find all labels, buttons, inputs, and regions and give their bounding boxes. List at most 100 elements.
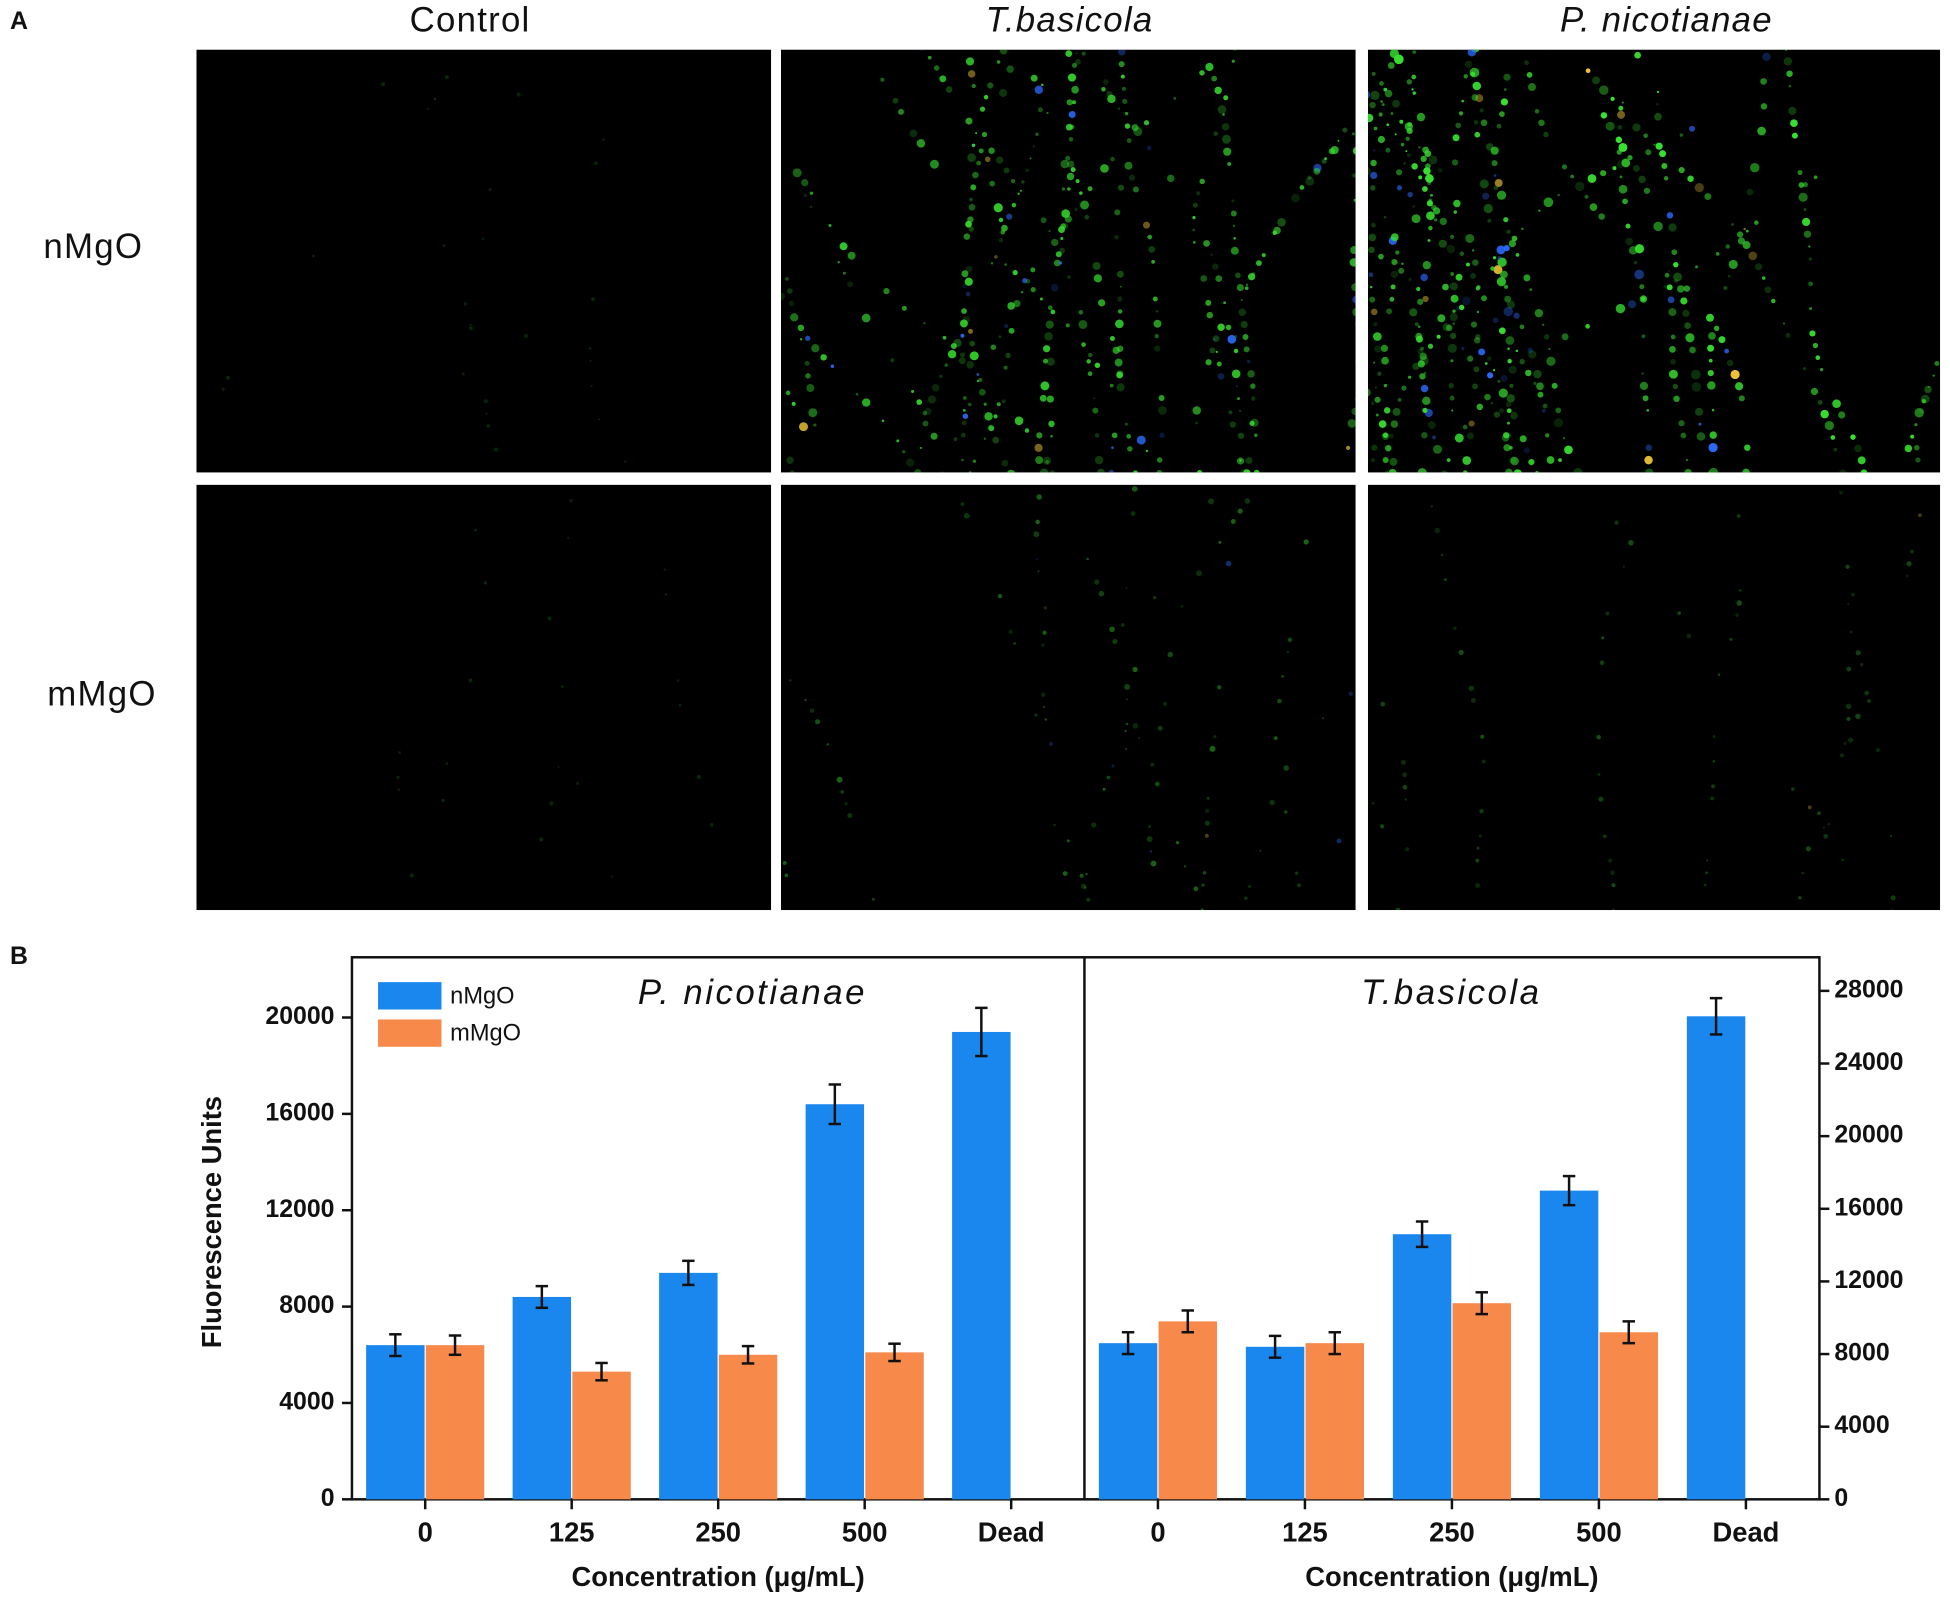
speck <box>1847 602 1850 606</box>
speck <box>565 43 572 50</box>
speck <box>1458 111 1464 116</box>
speck <box>1050 434 1053 438</box>
speck <box>1462 424 1468 430</box>
speck <box>1433 207 1441 215</box>
speck <box>1116 345 1124 352</box>
speck <box>1508 365 1517 374</box>
speck <box>1020 291 1024 294</box>
speck <box>805 335 811 341</box>
speck <box>1673 261 1679 268</box>
speck <box>1013 299 1021 308</box>
speck <box>1592 76 1601 85</box>
speck <box>1378 8 1387 17</box>
speck <box>1046 357 1055 366</box>
speck <box>1146 836 1153 843</box>
speck <box>826 743 829 746</box>
speck <box>1420 384 1429 393</box>
speck <box>444 75 449 80</box>
speck <box>1864 690 1870 696</box>
speck <box>1750 162 1760 173</box>
speck <box>1323 38 1327 42</box>
speck <box>1484 362 1488 365</box>
speck <box>1503 88 1507 91</box>
speck <box>778 153 780 155</box>
speck <box>1095 44 1098 47</box>
speck <box>1067 160 1075 168</box>
speck <box>1035 132 1039 136</box>
speck <box>1838 469 1847 473</box>
speck <box>468 326 473 331</box>
speck <box>1106 90 1113 97</box>
speck <box>775 240 780 245</box>
speck <box>1479 108 1484 113</box>
speck <box>1125 586 1128 589</box>
speck <box>589 360 592 363</box>
speck <box>1253 469 1260 473</box>
speck <box>1605 121 1615 131</box>
speck <box>1354 397 1356 401</box>
speck <box>1455 122 1462 129</box>
speck <box>931 384 940 392</box>
speck <box>1093 274 1102 283</box>
speck <box>1575 181 1585 192</box>
speck <box>1192 241 1196 244</box>
error-bar <box>1328 1331 1341 1356</box>
speck <box>1086 359 1091 364</box>
speck <box>1397 13 1404 20</box>
speck <box>1526 71 1533 78</box>
speck <box>1439 217 1447 226</box>
speck <box>1434 527 1440 534</box>
speck <box>1543 334 1550 340</box>
bar <box>512 1296 572 1500</box>
speck <box>1193 886 1199 892</box>
speck <box>1418 146 1421 149</box>
speck <box>799 422 808 432</box>
speck <box>1030 267 1036 273</box>
speck <box>1363 113 1366 116</box>
speck <box>1709 431 1717 439</box>
speck <box>1411 88 1414 91</box>
bar <box>572 1371 631 1500</box>
speck <box>1644 455 1653 465</box>
speck <box>557 765 560 768</box>
speck <box>1212 338 1216 342</box>
speck <box>1133 127 1143 137</box>
speck <box>524 333 529 339</box>
speck <box>1150 762 1155 767</box>
speck <box>1053 259 1061 267</box>
speck <box>1354 80 1363 89</box>
speck <box>1389 457 1398 466</box>
speck <box>1236 457 1245 465</box>
speck <box>1478 834 1482 838</box>
speck <box>976 379 979 383</box>
speck <box>1001 224 1008 232</box>
speck <box>483 581 488 585</box>
speck <box>978 148 984 154</box>
speck <box>1348 691 1354 696</box>
speck <box>1163 701 1168 706</box>
speck <box>1625 223 1631 229</box>
speck <box>1033 531 1040 538</box>
speck <box>968 328 974 334</box>
bar <box>805 1104 865 1500</box>
speck <box>1478 348 1486 356</box>
speck <box>1441 470 1447 473</box>
speck <box>1277 218 1286 227</box>
speck <box>1849 630 1853 634</box>
speck <box>1934 361 1940 367</box>
speck <box>1213 735 1217 739</box>
speck <box>1217 105 1227 114</box>
speck <box>961 420 967 426</box>
speck <box>1138 736 1141 739</box>
speck <box>409 873 414 878</box>
speck <box>1442 323 1451 332</box>
speck <box>987 82 994 89</box>
speck <box>1382 457 1389 463</box>
speck <box>911 389 915 393</box>
speck <box>890 358 895 363</box>
fluorescence <box>1323 8 1940 473</box>
speck <box>988 147 995 154</box>
speck <box>1616 160 1625 169</box>
speck <box>1464 60 1473 69</box>
speck <box>1347 419 1356 428</box>
